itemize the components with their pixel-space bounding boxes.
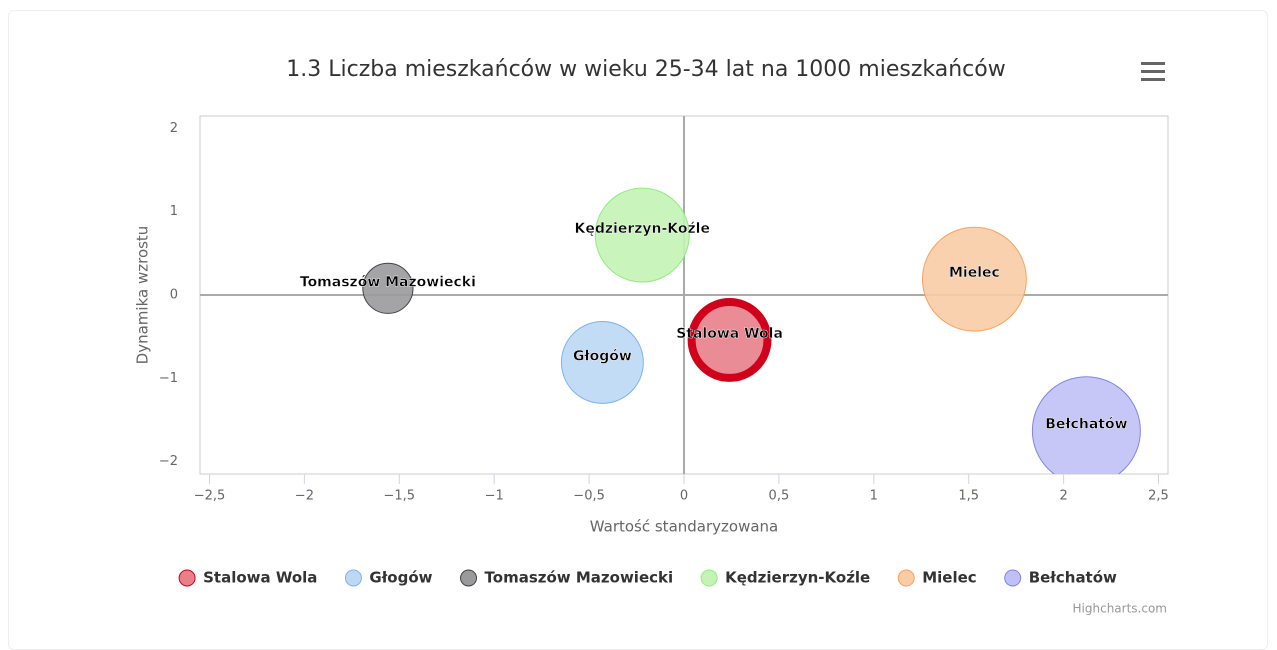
x-tick-label: −2 xyxy=(295,489,314,504)
legend-label: Głogów xyxy=(369,569,432,587)
legend-label: Tomaszów Mazowiecki xyxy=(485,569,674,587)
legend-marker xyxy=(1004,569,1022,587)
bubble xyxy=(1031,376,1141,474)
x-tick-label: 0,5 xyxy=(769,489,790,504)
x-tick-label: 1,5 xyxy=(958,489,979,504)
x-axis-title: Wartość standaryzowana xyxy=(590,518,778,536)
legend-label: Mielec xyxy=(922,569,976,587)
menu-bar xyxy=(1141,62,1165,65)
y-tick-label: 0 xyxy=(170,288,178,303)
bubble xyxy=(560,320,644,404)
legend-item[interactable]: Tomaszów Mazowiecki xyxy=(460,569,674,587)
legend-item[interactable]: Bełchatów xyxy=(1004,569,1117,587)
menu-bar xyxy=(1141,78,1165,81)
legend-item[interactable]: Kędzierzyn-Koźle xyxy=(700,569,870,587)
data-label: Głogów xyxy=(573,348,632,364)
x-tick-label: 2 xyxy=(1059,489,1067,504)
legend-item[interactable]: Mielec xyxy=(897,569,977,587)
legend-item[interactable]: Głogów xyxy=(344,569,433,587)
data-label: Mielec xyxy=(949,265,1000,281)
x-tick-label: −1,5 xyxy=(384,489,416,504)
y-tick-label: 1 xyxy=(170,204,178,219)
legend-label: Kędzierzyn-Koźle xyxy=(725,569,870,587)
x-tick-label: 0 xyxy=(680,489,688,504)
data-label: Stalowa Wola xyxy=(676,326,783,342)
bubble xyxy=(594,187,690,283)
legend-marker xyxy=(700,569,718,587)
legend-label: Stalowa Wola xyxy=(203,569,317,587)
legend-marker xyxy=(178,569,196,587)
y-tick-label: −1 xyxy=(159,371,178,386)
x-tick-label: 1 xyxy=(870,489,878,504)
menu-button[interactable] xyxy=(1141,62,1165,81)
x-tick-label: −1 xyxy=(485,489,504,504)
x-tick-label: 2,5 xyxy=(1148,489,1169,504)
legend-label: Bełchatów xyxy=(1029,569,1117,587)
x-tick-label: −2,5 xyxy=(194,489,226,504)
bubble xyxy=(921,226,1027,332)
y-tick-label: 2 xyxy=(170,121,178,136)
menu-bar xyxy=(1141,70,1165,73)
y-tick-label: −2 xyxy=(159,454,178,469)
legend-item[interactable]: Stalowa Wola xyxy=(178,569,317,587)
data-label: Bełchatów xyxy=(1045,417,1127,433)
legend-marker xyxy=(460,569,478,587)
legend-marker xyxy=(897,569,915,587)
data-label: Tomaszów Mazowiecki xyxy=(300,274,476,290)
legend: Stalowa Wola Głogów Tomaszów Mazowiecki Kęd… xyxy=(178,569,1117,587)
x-tick-label: −0,5 xyxy=(573,489,605,504)
chart-title: 1.3 Liczba mieszkańców w wieku 25-34 lat… xyxy=(286,57,1005,82)
credits[interactable]: Highcharts.com xyxy=(1073,602,1167,616)
bubbles xyxy=(362,187,1141,474)
bubble xyxy=(362,262,414,314)
legend-marker xyxy=(344,569,362,587)
y-axis-title: Dynamika wzrostu xyxy=(134,226,152,365)
bubble xyxy=(687,298,772,382)
data-label: Kędzierzyn-Koźle xyxy=(575,221,710,237)
